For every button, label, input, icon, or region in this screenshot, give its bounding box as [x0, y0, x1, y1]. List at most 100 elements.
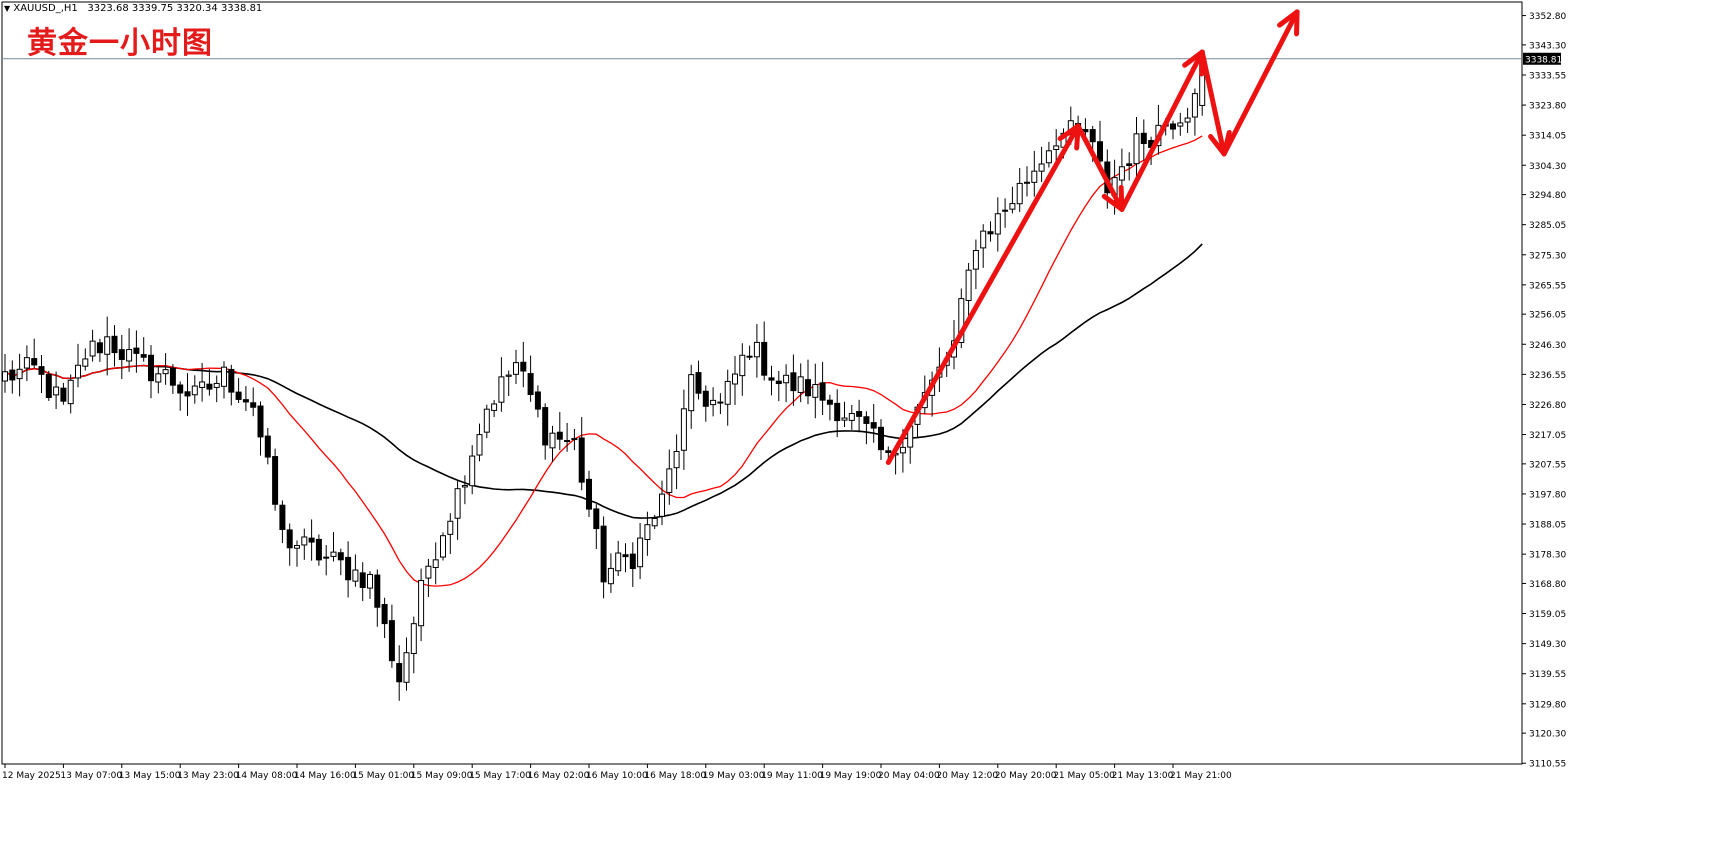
candle-body — [301, 536, 308, 546]
candle — [717, 393, 724, 415]
candle-body — [1089, 129, 1096, 143]
candle-body — [571, 438, 578, 441]
candle — [264, 427, 271, 465]
candle-body — [381, 604, 388, 625]
candle-body — [783, 374, 790, 384]
candle-body — [498, 376, 505, 403]
candle — [89, 329, 96, 362]
candle — [739, 343, 746, 396]
candle-body — [680, 408, 687, 451]
y-tick-label: 3178.30 — [1529, 551, 1566, 561]
candle — [593, 504, 600, 549]
candle — [23, 345, 30, 382]
candle-body — [469, 455, 476, 487]
candle — [367, 571, 373, 599]
candle — [257, 401, 264, 456]
candle — [272, 448, 279, 511]
candle — [586, 470, 592, 517]
candle-body — [140, 354, 147, 358]
candle-body — [206, 383, 213, 390]
candle-body — [213, 382, 220, 388]
candle-body — [432, 559, 439, 569]
candle — [410, 616, 417, 674]
candle-body — [578, 437, 585, 483]
candle-body — [279, 504, 286, 531]
y-tick-label: 3197.80 — [1529, 490, 1566, 500]
annotation-arrow-shaft — [1199, 49, 1227, 157]
candle-body — [812, 384, 819, 398]
annotation-arrow-shaft — [1075, 123, 1125, 212]
y-tick-label: 3139.55 — [1529, 670, 1566, 680]
candle — [520, 341, 527, 388]
candle — [564, 422, 571, 452]
candle — [352, 554, 359, 587]
candle — [454, 479, 461, 540]
candle-body — [1177, 122, 1184, 127]
candle — [826, 394, 833, 421]
candle-body — [505, 374, 512, 377]
candle — [797, 363, 804, 403]
collapse-triangle-icon[interactable]: ▼ — [4, 4, 11, 13]
candle-body — [856, 411, 863, 417]
candle — [381, 597, 388, 638]
candle — [1031, 150, 1038, 197]
candle — [1133, 117, 1140, 185]
candle-body — [885, 450, 892, 453]
x-tick-label: 15 May 01:00 — [352, 771, 414, 781]
candle — [461, 475, 468, 505]
candle — [184, 373, 191, 416]
candle-body — [323, 556, 330, 559]
candle-body — [308, 537, 315, 543]
ma-slow-line — [4, 243, 1203, 519]
x-tick-label: 15 May 09:00 — [411, 771, 473, 781]
x-tick-label: 13 May 07:00 — [60, 771, 122, 781]
candle — [1191, 88, 1198, 136]
candle-body — [870, 422, 877, 429]
current-price-label: 3338.81 — [1525, 55, 1562, 65]
y-tick-label: 3110.55 — [1529, 760, 1566, 770]
candle-body — [826, 399, 833, 405]
candle-body — [549, 432, 556, 449]
candle — [834, 389, 841, 438]
y-tick-label: 3265.55 — [1529, 281, 1566, 291]
y-tick-label: 3188.05 — [1529, 521, 1566, 531]
candle-body — [60, 387, 67, 402]
candle — [31, 338, 38, 369]
y-tick-label: 3159.05 — [1529, 610, 1566, 620]
candle — [162, 353, 169, 385]
candle — [286, 523, 293, 566]
candle — [221, 361, 227, 399]
candle — [783, 364, 790, 403]
candle — [38, 354, 45, 393]
candle-body — [235, 391, 242, 400]
y-tick-label: 3226.80 — [1529, 401, 1566, 411]
candle-body — [710, 399, 717, 406]
candle — [688, 364, 695, 429]
candle — [418, 568, 425, 642]
candle — [323, 545, 330, 576]
candle — [388, 604, 395, 668]
candle — [82, 348, 89, 371]
annotation-arrow-shaft — [1119, 49, 1205, 212]
candle-body — [724, 380, 731, 405]
candle-body — [527, 373, 534, 396]
candle — [53, 371, 60, 410]
x-tick-label: 14 May 08:00 — [236, 771, 298, 781]
candle-body — [761, 341, 768, 376]
candle — [987, 221, 994, 242]
candle — [235, 378, 242, 404]
x-tick-label: 19 May 03:00 — [703, 771, 765, 781]
candle — [651, 514, 658, 530]
candle — [578, 417, 585, 491]
candle — [848, 404, 855, 430]
candle — [615, 540, 622, 577]
x-tick-label: 20 May 20:00 — [995, 771, 1057, 781]
candle — [980, 224, 987, 268]
annotation-arrow-shaft — [885, 123, 1081, 465]
candle-body — [1053, 145, 1060, 150]
candle-body — [534, 391, 541, 410]
candle — [637, 522, 644, 580]
candle-body — [980, 230, 987, 249]
candle — [476, 423, 483, 462]
